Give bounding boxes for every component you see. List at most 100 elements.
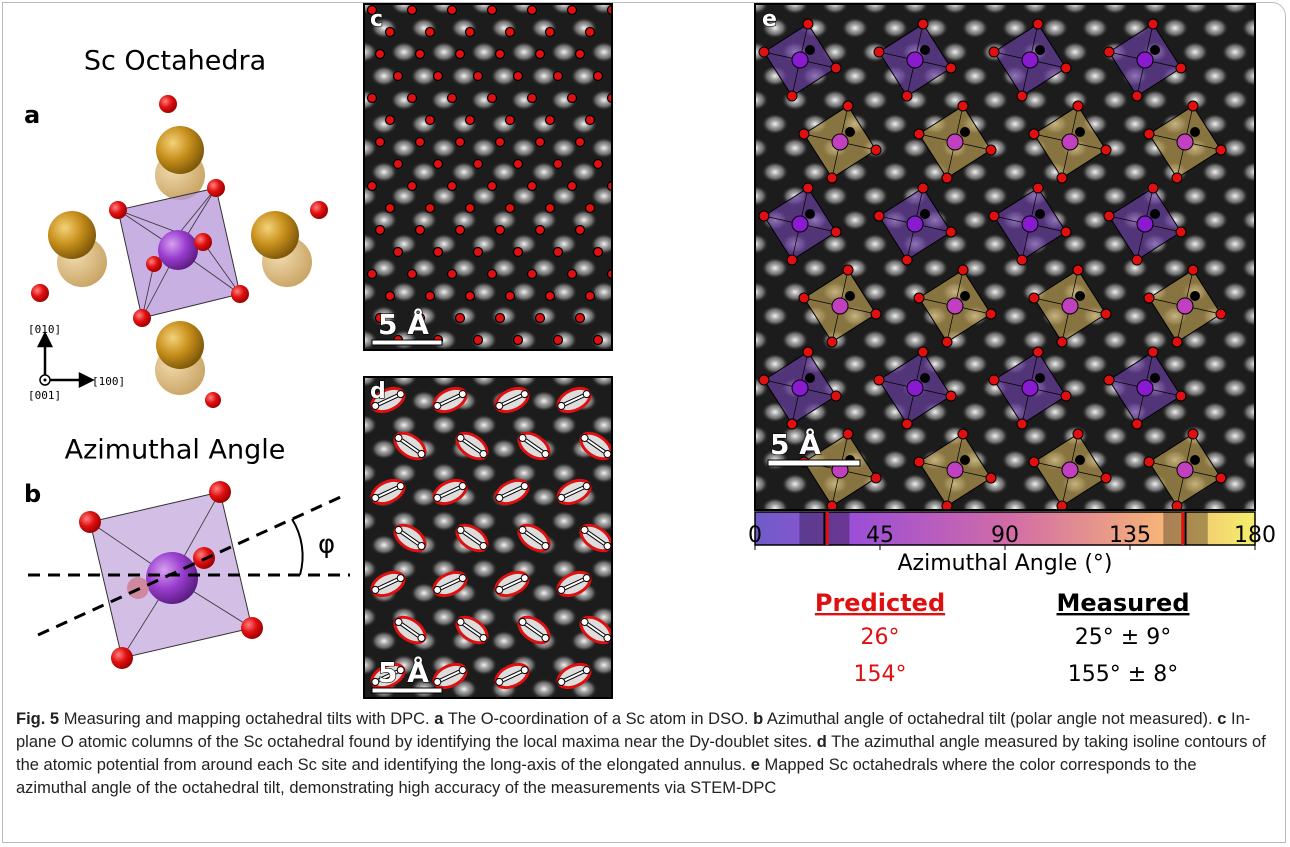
oxygen-site	[843, 101, 853, 111]
atom-column	[781, 137, 809, 159]
atom-column	[1221, 41, 1249, 63]
atom-column	[1201, 353, 1229, 375]
oxygen-site	[394, 72, 403, 81]
oxygen-site	[1101, 473, 1111, 483]
tick-label: 90	[991, 523, 1019, 548]
oxygen-site	[1033, 183, 1043, 193]
atom-column	[1081, 65, 1109, 87]
atom-column	[650, 534, 678, 556]
oxygen-site	[918, 183, 928, 193]
atom-column	[610, 353, 638, 375]
atom-column	[530, 353, 558, 375]
axis-label: [001]	[28, 389, 61, 402]
atom-column	[881, 305, 909, 327]
atom-column	[1281, 305, 1290, 327]
oxygen-site	[496, 138, 505, 147]
atom-column	[961, 17, 989, 39]
sc-atom	[792, 380, 808, 396]
oxygen-site	[626, 28, 635, 37]
axis-label: [100]	[92, 375, 125, 388]
oxygen-site	[488, 6, 497, 15]
atom-column	[1281, 209, 1290, 231]
atom-column	[1081, 209, 1109, 231]
oxygen-site	[466, 292, 475, 301]
oxygen-site	[594, 72, 603, 81]
atom-column	[630, 414, 658, 436]
oxygen-site	[376, 226, 385, 235]
atom-column	[1041, 257, 1069, 279]
oxygen-site	[456, 314, 465, 323]
oxygen-site	[528, 182, 537, 191]
atom-column	[1181, 41, 1209, 63]
atom-column	[370, 353, 398, 375]
atom-column	[590, 702, 618, 705]
panel-title: Azimuthal Angle	[65, 435, 286, 466]
colorbar-label: Azimuthal Angle (°)	[897, 551, 1112, 576]
atom-column	[550, 606, 578, 628]
atom-column	[470, 414, 498, 436]
oxygen-site	[989, 211, 999, 221]
oxygen-site	[1073, 101, 1083, 111]
oxygen-apex	[1035, 373, 1045, 383]
oxygen-site	[496, 226, 505, 235]
oxygen-site	[626, 292, 635, 301]
caption-text: The O-coordination of a Sc atom in DSO.	[448, 710, 749, 728]
atom-column	[650, 438, 678, 460]
oxygen-site	[528, 94, 537, 103]
atom-column	[861, 185, 889, 207]
oxygen-site	[536, 314, 545, 323]
atom-column	[1221, 89, 1249, 111]
atom-column	[610, 534, 638, 556]
sc-atom	[907, 52, 923, 68]
atom-column	[1141, 425, 1169, 447]
oxygen-site	[474, 72, 483, 81]
atom-column	[650, 257, 678, 279]
oxygen-site	[568, 6, 577, 15]
oxygen-apex	[1150, 373, 1160, 383]
atom-column	[1101, 425, 1129, 447]
atom-column	[1201, 161, 1229, 183]
atom-column	[390, 702, 418, 705]
oxygen-site	[871, 309, 881, 319]
oxygen-site	[416, 50, 425, 59]
atom-column	[590, 558, 618, 580]
oxygen-site	[1104, 211, 1114, 221]
tick-label: 135	[1109, 523, 1151, 548]
atom-column	[1121, 161, 1149, 183]
oxygen-site	[759, 375, 769, 385]
oxygen-site	[986, 145, 996, 155]
predicted-value: 26°	[861, 625, 900, 650]
oxygen-apex	[960, 455, 970, 465]
tick-label: 0	[748, 523, 762, 548]
atom-column	[801, 257, 829, 279]
oxygen-site	[1132, 419, 1142, 429]
caption: Fig. 5 Measuring and mapping octahedral …	[16, 708, 1266, 800]
caption-label: Fig. 5	[16, 710, 59, 728]
atom-column	[610, 486, 638, 508]
oxygen-site	[416, 226, 425, 235]
atom-column	[650, 390, 678, 412]
measured-value: 25° ± 9°	[1075, 625, 1171, 650]
atom-column	[370, 534, 398, 556]
oxygen-site	[448, 6, 457, 15]
oxygen-site	[546, 292, 555, 301]
oxygen-site	[368, 94, 377, 103]
sc-atom	[1177, 298, 1193, 314]
oxygen-site	[1176, 63, 1186, 73]
oxygen-site	[843, 429, 853, 439]
atom-column	[1001, 305, 1029, 327]
oxygen-site	[1176, 227, 1186, 237]
atom-column	[390, 281, 418, 303]
atom-column	[590, 185, 618, 207]
atom-column	[1261, 0, 1289, 15]
atom-column	[490, 113, 518, 135]
oxygen-site	[803, 19, 813, 29]
oxygen-site	[576, 226, 585, 235]
oxygen-site	[554, 336, 563, 345]
oxygen-site	[958, 429, 968, 439]
tilt-diagram	[28, 481, 350, 669]
atom-column	[610, 113, 638, 135]
atom-column	[1121, 305, 1149, 327]
oxygen-site	[843, 265, 853, 275]
atom-column	[490, 630, 518, 652]
